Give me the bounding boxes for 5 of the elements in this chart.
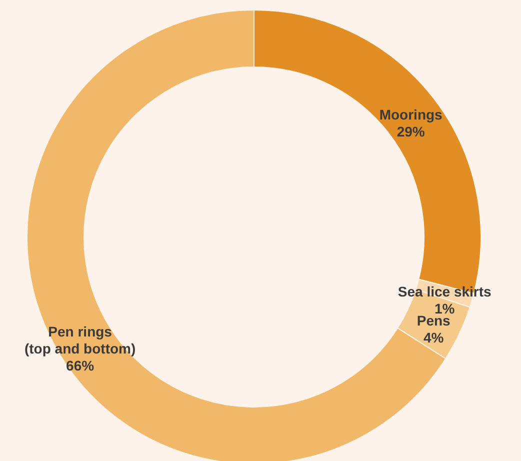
data-label: 66% [66,358,95,374]
slice-label: Sea lice skirts [398,283,492,300]
data-label: 4% [423,330,444,346]
data-label: 29% [396,123,426,140]
slice-label: Moorings [379,106,443,122]
